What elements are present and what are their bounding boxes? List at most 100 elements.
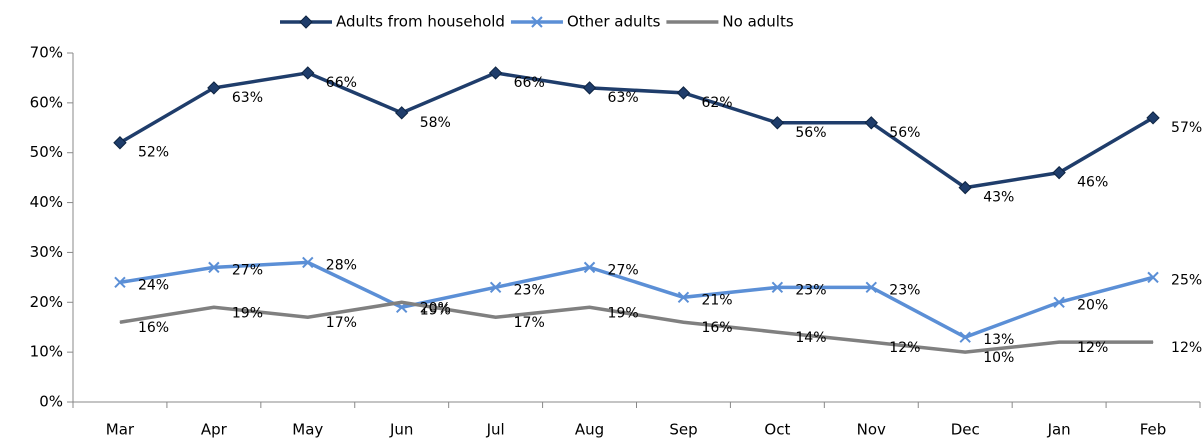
marker	[1053, 296, 1065, 308]
data-label: 23%	[514, 282, 545, 298]
marker	[495, 316, 497, 318]
data-label: 63%	[608, 90, 639, 106]
data-label: 23%	[889, 282, 920, 298]
marker	[395, 106, 409, 120]
marker	[207, 81, 221, 95]
legend-label: Other adults	[567, 13, 661, 31]
marker	[958, 180, 972, 195]
marker	[1146, 111, 1160, 125]
data-label: 66%	[326, 75, 357, 91]
legend-label: Adults from household	[336, 13, 505, 31]
x-tick-label: Jan	[1047, 421, 1071, 439]
series-line	[119, 71, 1154, 190]
marker	[676, 86, 691, 100]
marker	[299, 15, 313, 29]
data-label: 43%	[983, 190, 1014, 206]
marker	[959, 331, 971, 343]
data-label: 10%	[983, 350, 1014, 366]
x-tick-label: Aug	[575, 421, 604, 439]
data-label: 56%	[889, 125, 920, 141]
marker	[776, 331, 778, 333]
y-tick-label: 50%	[30, 143, 63, 161]
y-tick-label: 20%	[30, 293, 63, 311]
marker	[208, 261, 220, 274]
x-tick-label: Nov	[857, 421, 886, 439]
data-label: 16%	[138, 320, 169, 336]
y-tick-label: 40%	[30, 193, 63, 211]
data-label: 12%	[889, 340, 920, 356]
marker	[401, 301, 403, 303]
y-tick-label: 60%	[30, 93, 63, 111]
data-label: 16%	[701, 320, 732, 336]
marker	[870, 341, 872, 343]
data-label: 63%	[232, 90, 263, 106]
x-tick-label: Jun	[389, 421, 413, 439]
x-tick-label: Oct	[764, 421, 790, 439]
data-label: 58%	[420, 115, 451, 131]
data-label: 57%	[1171, 120, 1202, 136]
marker	[301, 66, 315, 80]
marker	[113, 136, 127, 150]
marker	[531, 16, 543, 28]
data-label: 19%	[232, 305, 263, 321]
data-label: 21%	[701, 292, 732, 308]
data-label: 24%	[138, 277, 169, 293]
data-label: 46%	[1077, 175, 1108, 191]
x-tick-label: Sep	[669, 421, 697, 439]
data-label: 23%	[795, 282, 826, 298]
marker	[691, 21, 693, 23]
x-tick-label: Mar	[106, 421, 135, 439]
data-label: 14%	[795, 330, 826, 346]
data-label: 27%	[232, 262, 263, 278]
data-label: 19%	[608, 305, 639, 321]
data-label: 12%	[1077, 340, 1108, 356]
marker	[1058, 341, 1060, 343]
marker	[489, 281, 502, 294]
series-line	[119, 300, 1154, 354]
data-label: 20%	[1077, 297, 1108, 313]
marker	[583, 261, 596, 274]
y-tick-label: 30%	[30, 243, 63, 261]
marker	[582, 81, 597, 95]
series-line	[119, 260, 1154, 340]
legend-label: No adults	[722, 13, 793, 31]
data-label: 56%	[795, 125, 826, 141]
data-label: 17%	[514, 315, 545, 331]
marker	[771, 281, 784, 294]
data-label: 20%	[420, 300, 451, 316]
x-tick-label: Dec	[951, 421, 980, 439]
x-tick-label: Jul	[486, 421, 505, 439]
x-tick-label: Feb	[1140, 421, 1167, 439]
marker	[677, 291, 690, 304]
y-tick-label: 70%	[30, 44, 63, 62]
marker	[865, 281, 877, 294]
data-label: 28%	[326, 257, 357, 273]
data-label: 66%	[514, 75, 545, 91]
marker	[213, 306, 215, 308]
marker	[488, 66, 503, 80]
marker	[302, 256, 314, 269]
data-label: 13%	[983, 332, 1014, 348]
marker	[770, 116, 785, 130]
data-label: 17%	[326, 315, 357, 331]
marker	[1147, 271, 1159, 284]
marker	[1152, 341, 1154, 343]
data-label: 52%	[138, 145, 169, 161]
x-tick-label: May	[292, 421, 323, 439]
marker	[307, 316, 309, 318]
y-tick-label: 0%	[39, 393, 63, 411]
data-label: 12%	[1171, 340, 1202, 356]
marker	[119, 321, 121, 323]
y-tick-label: 10%	[30, 343, 63, 361]
data-label: 62%	[701, 95, 732, 111]
marker	[1052, 165, 1066, 180]
x-tick-label: Apr	[201, 421, 228, 439]
marker	[682, 321, 684, 323]
marker	[589, 306, 591, 308]
data-label: 25%	[1171, 272, 1202, 288]
marker	[864, 116, 878, 130]
marker	[114, 276, 126, 289]
marker	[964, 351, 966, 353]
data-label: 27%	[608, 262, 639, 278]
